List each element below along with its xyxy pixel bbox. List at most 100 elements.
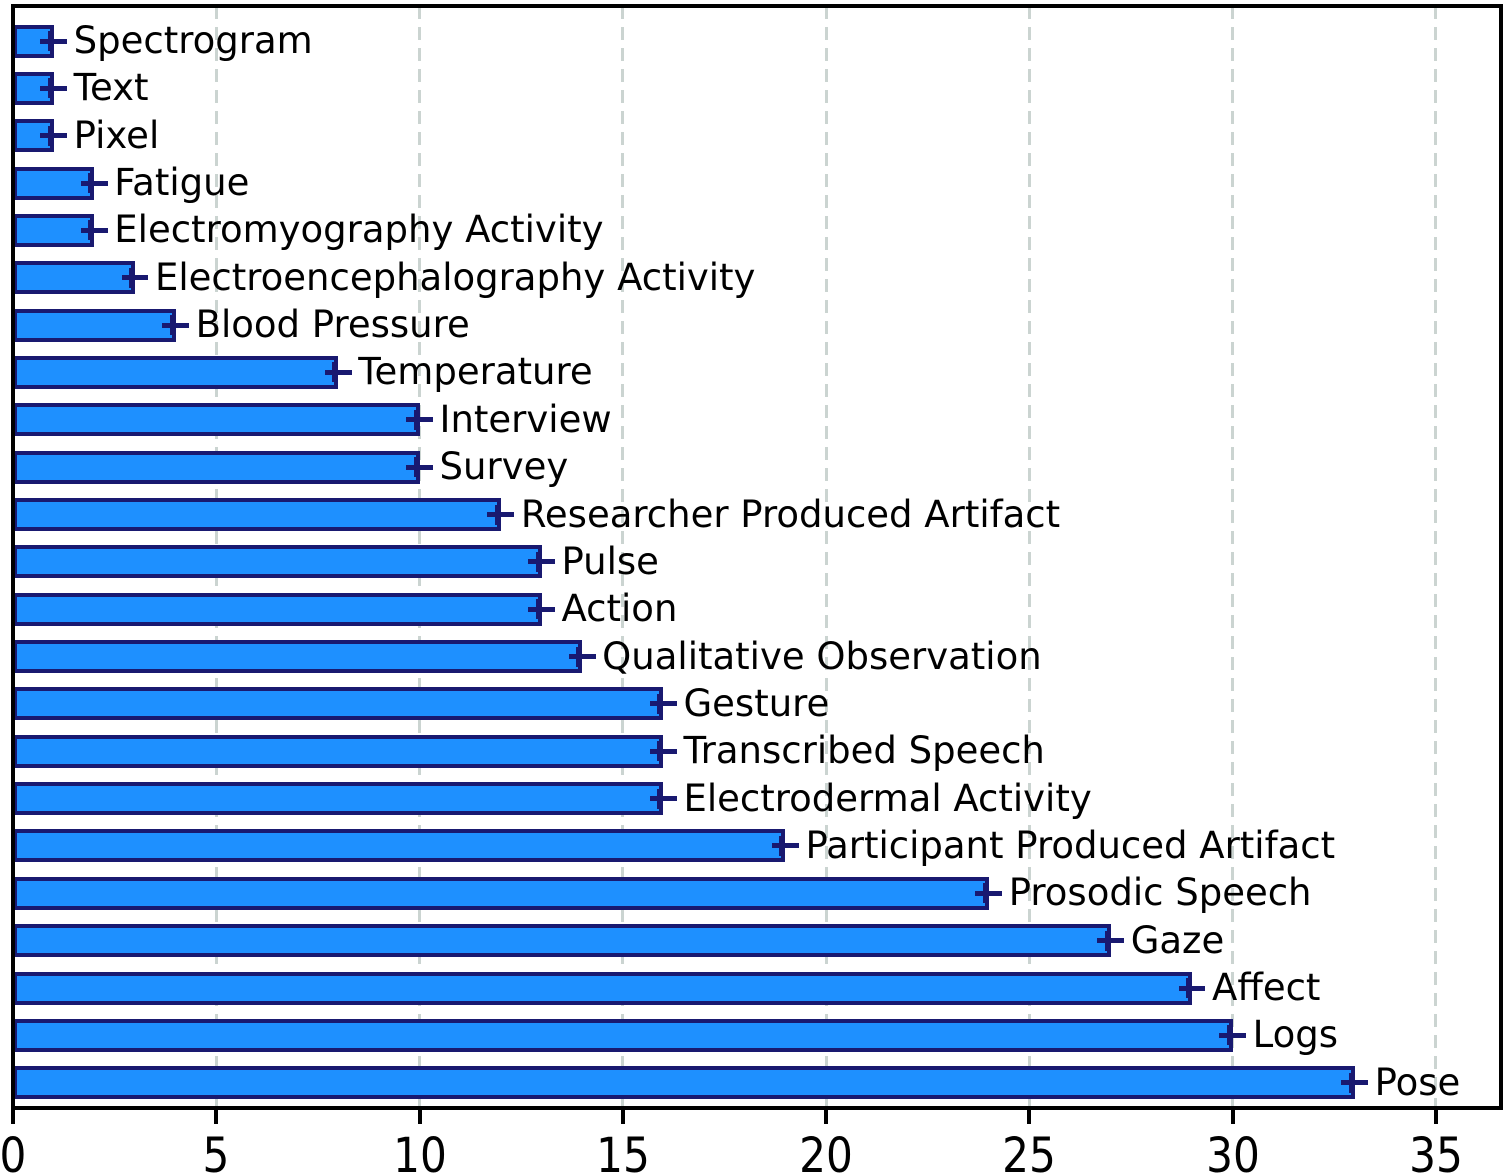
bar-pose <box>13 1066 1355 1100</box>
bar-electroencephalography-activity <box>13 261 135 295</box>
bar-label-researcher-produced-artifact: Researcher Produced Artifact <box>520 492 1061 536</box>
error-bar-pose <box>1341 1080 1369 1086</box>
bar-survey <box>13 450 420 484</box>
error-bar-cap-electromyography-activity <box>88 220 95 241</box>
x-tick-5 <box>214 1109 219 1124</box>
error-bar-cap-prosodic-speech <box>982 883 989 904</box>
gridline-x-15 <box>621 5 625 1108</box>
bar-prosodic-speech <box>13 876 989 910</box>
error-bar-cap-gaze <box>1104 930 1111 951</box>
error-bar-electromyography-activity <box>80 227 108 233</box>
error-bar-electroencephalography-activity <box>121 275 149 281</box>
error-bar-survey <box>406 464 433 470</box>
bar-label-gesture: Gesture <box>683 681 830 725</box>
x-tick-label-10: 10 <box>392 1128 447 1176</box>
x-tick-label-20: 20 <box>799 1128 853 1176</box>
x-tick-label-25: 25 <box>1002 1128 1057 1176</box>
axis-spine-right <box>1499 3 1503 1110</box>
error-bar-cap-pulse <box>535 551 542 572</box>
bar-fatigue <box>13 166 95 200</box>
bar-label-participant-produced-artifact: Participant Produced Artifact <box>805 823 1336 867</box>
bar-label-temperature: Temperature <box>358 350 593 394</box>
error-bar-fatigue <box>80 180 108 186</box>
error-bar-cap-affect <box>1186 978 1193 998</box>
gridline-x-20 <box>824 5 828 1108</box>
bar-label-transcribed-speech: Transcribed Speech <box>683 729 1045 773</box>
error-bar-cap-survey <box>413 457 420 478</box>
bar-label-qualitative-observation: Qualitative Observation <box>602 634 1042 678</box>
bar-label-electrodermal-activity: Electrodermal Activity <box>683 776 1092 820</box>
x-tick-label-30: 30 <box>1205 1128 1260 1176</box>
error-bar-cap-blood-pressure <box>169 315 176 336</box>
x-tick-0 <box>11 1109 15 1124</box>
bar-gesture <box>13 687 664 721</box>
bar-label-action: Action <box>561 586 678 630</box>
bar-label-logs: Logs <box>1252 1013 1339 1057</box>
error-bar-text <box>40 85 68 91</box>
x-tick-20 <box>824 1109 829 1124</box>
bar-label-interview: Interview <box>439 397 612 441</box>
error-bar-cap-pose <box>1348 1072 1355 1093</box>
error-bar-cap-logs <box>1226 1025 1233 1046</box>
bar-label-electromyography-activity: Electromyography Activity <box>114 208 604 252</box>
x-tick-10 <box>417 1109 422 1124</box>
bar-label-fatigue: Fatigue <box>114 160 250 204</box>
bar-label-affect: Affect <box>1212 965 1321 1009</box>
error-bar-cap-transcribed-speech <box>657 741 664 762</box>
bar-pulse <box>13 545 542 579</box>
bar-transcribed-speech <box>13 734 664 768</box>
error-bar-cap-temperature <box>332 362 339 383</box>
bar-label-electroencephalography-activity: Electroencephalography Activity <box>154 255 756 299</box>
error-bar-spectrogram <box>40 38 68 44</box>
bar-label-gaze: Gaze <box>1130 918 1225 962</box>
error-bar-pixel <box>40 133 68 139</box>
bar-label-text: Text <box>73 66 149 110</box>
x-tick-35 <box>1433 1109 1438 1124</box>
bar-blood-pressure <box>13 308 176 342</box>
gridline-x-30 <box>1231 5 1235 1108</box>
error-bar-cap-interview <box>413 409 420 430</box>
bar-label-pose: Pose <box>1374 1060 1461 1104</box>
bar-action <box>13 592 542 626</box>
axis-spine-left <box>11 3 15 1110</box>
x-tick-25 <box>1027 1109 1032 1124</box>
bar-label-pulse: Pulse <box>561 539 659 583</box>
error-bar-cap-researcher-produced-artifact <box>494 504 501 525</box>
error-bar-blood-pressure <box>162 322 190 328</box>
axis-spine-top <box>11 3 1503 8</box>
gridline-x-25 <box>1027 5 1031 1108</box>
error-bar-cap-electrodermal-activity <box>657 788 664 809</box>
error-bar-cap-text <box>47 78 54 99</box>
bar-affect <box>13 971 1193 1005</box>
bar-participant-produced-artifact <box>13 829 786 863</box>
bar-qualitative-observation <box>13 640 583 674</box>
bar-label-spectrogram: Spectrogram <box>73 18 313 62</box>
error-bar-cap-spectrogram <box>47 31 54 51</box>
error-bar-cap-participant-produced-artifact <box>779 835 786 856</box>
axis-spine-bottom <box>11 1105 1503 1110</box>
error-bar-cap-fatigue <box>88 173 95 194</box>
bar-gaze <box>13 924 1111 958</box>
gridline-x-35 <box>1434 5 1438 1108</box>
x-tick-30 <box>1230 1109 1235 1124</box>
x-tick-label-15: 15 <box>595 1128 650 1176</box>
error-bar-interview <box>406 417 433 423</box>
bar-label-survey: Survey <box>439 444 569 488</box>
bar-temperature <box>13 355 339 389</box>
bar-electrodermal-activity <box>13 782 664 816</box>
bar-label-blood-pressure: Blood Pressure <box>195 302 470 346</box>
bar-researcher-produced-artifact <box>13 498 501 531</box>
error-bar-cap-pixel <box>47 125 54 146</box>
x-tick-label-5: 5 <box>202 1128 230 1176</box>
x-tick-label-0: 0 <box>0 1128 27 1176</box>
error-bar-temperature <box>324 369 352 375</box>
bar-label-pixel: Pixel <box>73 113 160 157</box>
bar-interview <box>13 403 420 437</box>
error-bar-cap-gesture <box>657 693 664 714</box>
x-tick-label-35: 35 <box>1409 1128 1463 1176</box>
bar-label-prosodic-speech: Prosodic Speech <box>1008 871 1312 915</box>
bar-logs <box>13 1018 1233 1052</box>
error-bar-cap-electroencephalography-activity <box>128 267 135 288</box>
error-bar-cap-action <box>535 599 542 620</box>
